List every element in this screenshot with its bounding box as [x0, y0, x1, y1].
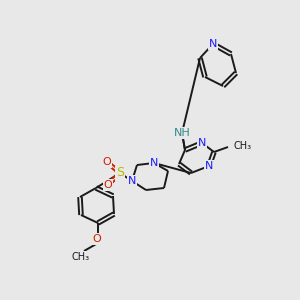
Text: N: N — [205, 161, 213, 171]
Text: N: N — [198, 138, 206, 148]
Text: N: N — [150, 158, 158, 168]
Text: CH₃: CH₃ — [234, 141, 252, 151]
Text: N: N — [209, 39, 217, 49]
Text: S: S — [116, 167, 124, 179]
Text: O: O — [103, 180, 112, 190]
Text: O: O — [93, 234, 101, 244]
Text: NH: NH — [174, 128, 190, 138]
Text: N: N — [128, 176, 136, 186]
Text: O: O — [103, 157, 111, 167]
Text: CH₃: CH₃ — [72, 252, 90, 262]
